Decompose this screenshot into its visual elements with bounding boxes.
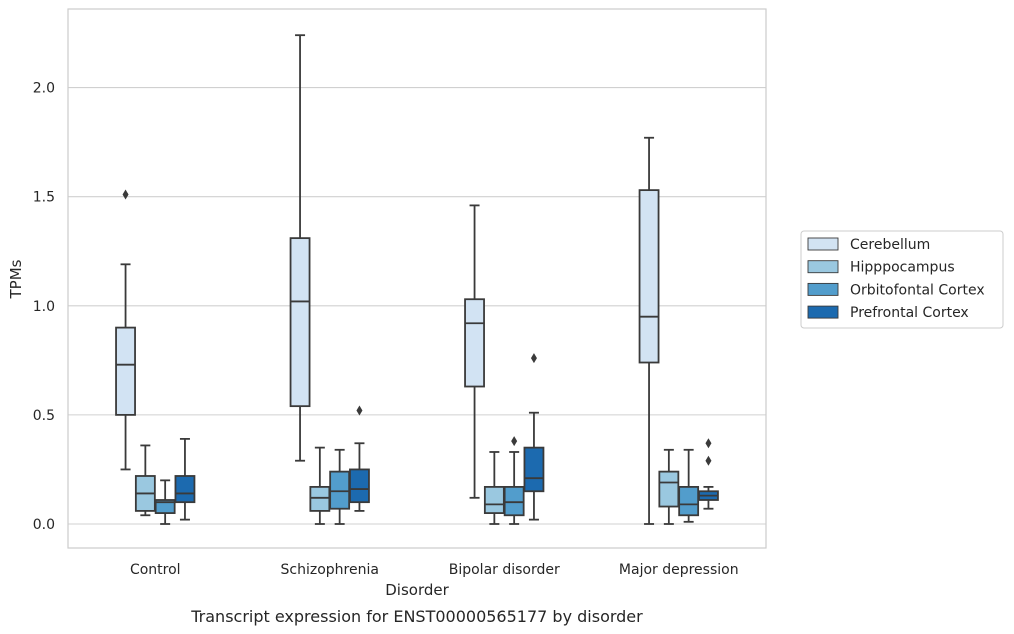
y-tick-labels: 0.0 0.5 1.0 1.5 2.0 <box>33 81 55 533</box>
box <box>658 470 680 508</box>
x-tick-labels: Control Schizophrenia Bipolar disorder Majo… <box>130 562 739 578</box>
box <box>309 485 331 512</box>
y-axis-label: TPMs <box>7 259 25 299</box>
box-group <box>698 438 719 510</box>
y-tick-label: 2.0 <box>33 81 55 97</box>
box-group <box>329 448 351 525</box>
box-group <box>523 353 545 521</box>
box <box>503 485 525 517</box>
outlier-point <box>122 189 129 200</box>
outlier-point <box>356 405 363 416</box>
outlier-point <box>530 353 537 364</box>
box <box>349 468 370 504</box>
plot-frame <box>67 8 767 549</box>
box-group <box>309 446 331 525</box>
y-tick-label: 1.5 <box>33 190 55 206</box>
box <box>329 470 351 510</box>
x-tick-label: Bipolar disorder <box>449 562 560 578</box>
boxes <box>115 34 719 525</box>
legend-swatch <box>807 305 839 319</box>
box-group <box>503 436 525 525</box>
legend-label: Cerebellum <box>850 237 930 253</box>
x-tick-label: Control <box>130 562 181 578</box>
legend-swatch <box>807 237 839 251</box>
box-group <box>154 479 176 525</box>
legend-label: Prefrontal Cortex <box>850 305 969 321</box>
legend-label: Hipppocampus <box>850 260 955 276</box>
gridlines <box>68 87 766 525</box>
y-tick-label: 0.5 <box>33 408 55 424</box>
y-tick-label: 1.0 <box>33 299 55 315</box>
box <box>174 475 196 504</box>
box-group <box>289 34 311 462</box>
x-tick-label: Major depression <box>619 562 739 578</box>
figure-caption: Transcript expression for ENST0000056517… <box>190 607 643 626</box>
outlier-point <box>511 436 518 447</box>
box <box>115 326 136 416</box>
x-tick-label: Schizophrenia <box>281 562 379 578</box>
box-group <box>134 444 156 517</box>
legend-items: Cerebellum Hipppocampus Orbitofontal Corte… <box>807 237 985 321</box>
box-group <box>678 448 700 523</box>
legend: Cerebellum Hipppocampus Orbitofontal Corte… <box>800 230 1004 329</box>
legend-swatch <box>807 282 839 296</box>
y-tick-label: 0.0 <box>33 517 55 533</box>
box <box>154 499 176 514</box>
box-group <box>658 448 680 525</box>
x-axis-label: Disorder <box>385 581 449 599</box>
legend-label: Orbitofontal Cortex <box>850 282 985 298</box>
box-group <box>115 189 136 471</box>
legend-frame <box>800 230 1004 329</box>
box <box>464 298 485 388</box>
box <box>678 485 700 517</box>
box <box>483 485 505 514</box>
box-group <box>349 405 370 512</box>
box-group <box>638 136 660 525</box>
outlier-point <box>705 455 712 466</box>
box-group <box>464 204 485 499</box>
box <box>289 237 311 408</box>
box-group <box>174 437 196 521</box>
legend-swatch <box>807 260 839 274</box>
box <box>523 446 545 493</box>
box-group <box>483 451 505 525</box>
outlier-point <box>705 438 712 449</box>
box <box>638 189 660 364</box>
